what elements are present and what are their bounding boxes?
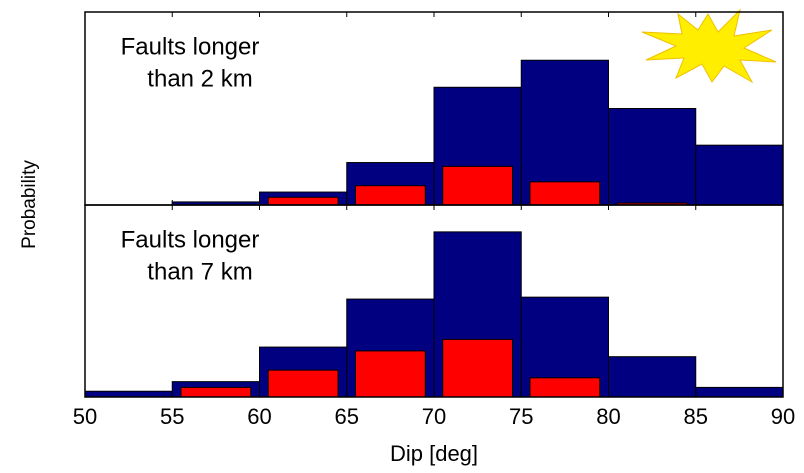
bar-long <box>180 386 252 398</box>
annotation: than 2 km <box>147 65 252 92</box>
bar-long <box>442 165 514 206</box>
x-tick-label: 55 <box>160 404 184 429</box>
bar-long <box>354 185 426 206</box>
x-tick-label: 85 <box>684 404 708 429</box>
bar-long <box>529 181 601 206</box>
y-axis-label: Probability <box>19 160 40 249</box>
bar-all <box>695 386 784 398</box>
bar-all <box>608 356 697 398</box>
annotation: Faults longer <box>121 226 260 253</box>
bar-long <box>267 196 339 206</box>
bar-all <box>84 390 173 398</box>
bar-long <box>354 350 426 398</box>
bar-long <box>267 369 339 398</box>
x-tick-label: 70 <box>422 404 446 429</box>
bar-all <box>695 144 784 206</box>
x-tick-label: 60 <box>247 404 271 429</box>
x-tick-label: 80 <box>596 404 620 429</box>
bar-long <box>442 338 514 398</box>
annotation: than 7 km <box>147 258 252 285</box>
x-axis-label: Dip [deg] <box>390 441 478 466</box>
x-tick-label: 65 <box>335 404 359 429</box>
sun-icon <box>641 8 777 84</box>
bar-long <box>529 377 601 398</box>
x-tick-label: 50 <box>73 404 97 429</box>
x-tick-label: 75 <box>509 404 533 429</box>
x-tick-label: 90 <box>771 404 795 429</box>
bar-all <box>608 108 697 206</box>
annotation: Faults longer <box>121 33 260 60</box>
